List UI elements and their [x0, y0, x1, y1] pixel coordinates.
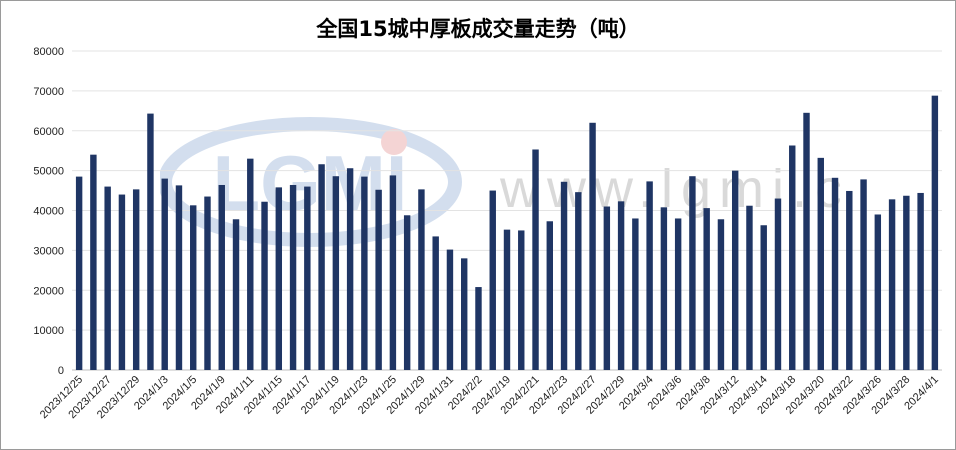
bar: [190, 205, 197, 370]
bar: [731, 170, 739, 371]
bar: [346, 168, 354, 370]
bar: [646, 181, 653, 370]
bar: [603, 206, 611, 370]
bar: [532, 149, 539, 370]
y-tick-label: 80000: [33, 46, 64, 58]
bar: [660, 207, 668, 370]
x-axis: 2023/12/252023/12/272023/12/292024/1/320…: [38, 374, 941, 421]
watermark-url: www.lgmi.com: [499, 159, 840, 219]
bar: [917, 192, 924, 370]
bar: [560, 181, 568, 370]
bar: [874, 214, 882, 370]
y-tick-label: 70000: [33, 86, 64, 98]
bar: [90, 154, 97, 370]
bar: [575, 192, 582, 370]
y-tick-label: 20000: [33, 285, 64, 297]
bar: [518, 230, 525, 370]
bar: [546, 221, 553, 370]
bar: [332, 176, 340, 370]
bar: [888, 199, 896, 370]
bar: [789, 145, 796, 370]
bar: [175, 185, 183, 370]
bar: [617, 201, 625, 370]
bar: [846, 190, 853, 370]
bar: [503, 229, 511, 370]
bar: [746, 205, 753, 370]
bar: [461, 258, 468, 370]
bar: [489, 190, 496, 370]
bar: [674, 218, 682, 370]
bar: [632, 218, 639, 370]
bar: [760, 225, 767, 370]
bar: [132, 189, 140, 370]
y-tick-label: 10000: [33, 325, 64, 337]
bar: [232, 219, 240, 370]
watermark-dot-icon: [381, 129, 407, 155]
bar: [589, 122, 596, 370]
y-tick-label: 60000: [33, 126, 64, 138]
bar: [931, 95, 939, 370]
bar: [275, 187, 283, 370]
bar: [817, 157, 824, 370]
bar: [361, 176, 368, 370]
bar: [104, 186, 111, 370]
bar: [860, 179, 867, 370]
bar: [247, 158, 254, 370]
bar: [403, 215, 411, 370]
y-tick-label: 0: [58, 365, 64, 377]
y-tick-label: 30000: [33, 245, 64, 257]
bar: [475, 287, 482, 370]
bars: [75, 95, 939, 371]
bar: [903, 195, 910, 370]
gridlines: [72, 50, 942, 371]
bar: [118, 194, 126, 370]
bar: [831, 177, 839, 370]
y-tick-label: 40000: [33, 206, 64, 218]
bar: [318, 164, 325, 370]
bar: [803, 112, 810, 370]
bar: [204, 196, 211, 370]
y-axis: 0 10000 20000 30000 40000 50000 60000 70000 8000…: [33, 46, 64, 377]
bar: [218, 184, 225, 370]
bar: [703, 208, 710, 370]
bar: [717, 219, 725, 370]
bar: [75, 176, 83, 370]
bar: [418, 189, 425, 370]
bar: [289, 184, 297, 370]
bar: [161, 178, 168, 370]
bar: [375, 189, 382, 370]
chart-title: 全国15城中厚板成交量走势（吨）: [316, 17, 640, 41]
bar: [389, 175, 397, 370]
y-tick-label: 50000: [33, 166, 64, 178]
bar: [689, 176, 696, 370]
bar: [304, 186, 311, 370]
bar: [446, 249, 454, 370]
bar: [261, 201, 268, 370]
bar: [147, 113, 154, 370]
bar: [432, 236, 439, 370]
bar: [774, 198, 782, 370]
